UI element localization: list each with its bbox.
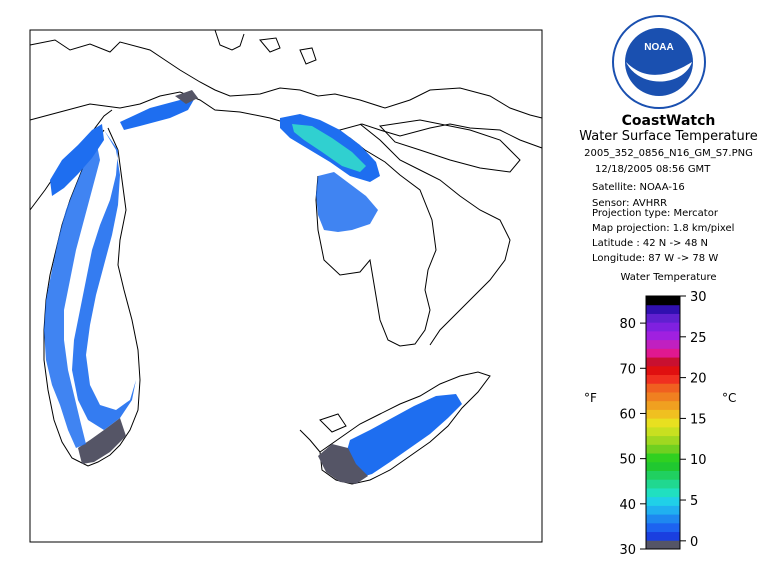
legend-color-cell: [646, 444, 680, 454]
erie-blue: [346, 394, 462, 478]
info-longitude: Longitude: 87 W -> 78 W: [592, 253, 719, 264]
legend-color-cell: [646, 531, 680, 541]
legend-tick-label-f: 70: [619, 362, 636, 377]
legend-color-cell: [646, 522, 680, 533]
legend-tick-label-c: 20: [690, 372, 707, 387]
michigan-east-band: [72, 130, 136, 430]
legend-color-cell: [646, 313, 680, 323]
legend-unit-c: °C: [722, 391, 736, 405]
legend-color-cell: [646, 400, 680, 410]
legend-title: Water Temperature: [620, 272, 717, 283]
legend-color-cell: [646, 470, 680, 480]
lake-superior-shore: [29, 39, 543, 119]
legend-unit-f: °F: [584, 391, 597, 405]
superior-islands: [214, 29, 317, 65]
noaa-logo-text: NOAA: [644, 42, 673, 53]
lake-michigan-east: [79, 127, 141, 467]
info-sensor: Sensor: AVHRR: [592, 198, 668, 209]
legend-tick-label-f: 60: [619, 407, 636, 422]
legend-color-cell: [646, 479, 680, 489]
legend-color-cell: [646, 418, 680, 428]
product-subtitle: Water Surface Temperature: [579, 129, 758, 144]
huron-north-cyan: [292, 124, 366, 172]
legend-color-cell: [646, 496, 680, 506]
legend-color-cell: [646, 365, 680, 376]
legend-color-cell: [646, 339, 680, 349]
app-title: CoastWatch: [621, 113, 716, 129]
legend-color-cell: [646, 330, 680, 341]
georgian-bay: [359, 123, 511, 346]
noaa-logo-disc: [625, 28, 693, 96]
info-date-time: 12/18/2005 08:56 GMT: [595, 164, 711, 175]
info-satellite: Satellite: NOAA-16: [592, 182, 685, 193]
legend-color-cell: [646, 374, 680, 384]
detroit-river: [299, 429, 321, 453]
noaa-logo-bird: [626, 62, 692, 82]
legend-color-cell: [646, 348, 680, 358]
noaa-logo: NOAA: [612, 15, 706, 109]
legend-tick-label-f: 50: [619, 453, 636, 468]
info-map-projection: Map projection: 1.8 km/pixel: [592, 223, 735, 234]
michigan-west-band: [44, 140, 100, 448]
green-bay-fill: [50, 124, 104, 196]
erie-west-cold: [318, 444, 368, 484]
map-frame: [29, 29, 543, 543]
legend-color-cell: [646, 409, 680, 419]
legend-tick-label-c: 10: [690, 453, 707, 468]
legend-tick-label-f: 80: [619, 317, 636, 332]
legend-tick-label-c: 25: [690, 331, 707, 346]
legend-color-cell: [646, 461, 680, 471]
legend-color-cell: [646, 426, 680, 437]
huron-mid-blue: [316, 172, 378, 232]
straits-fill: [120, 96, 196, 130]
image-filename: 2005_352_0856_N16_GM_S7.PNG: [584, 148, 753, 159]
legend-color-cell: [646, 304, 680, 314]
legend-color-cell: [646, 383, 680, 393]
info-latitude: Latitude : 42 N -> 48 N: [592, 238, 708, 249]
straits-cold: [175, 90, 198, 104]
lake-huron-west: [311, 121, 437, 347]
legend-frame: [645, 295, 681, 550]
legend-tick-label-c: 5: [690, 494, 698, 509]
legend-color-cell: [646, 357, 680, 367]
legend-tick-label-f: 40: [619, 498, 636, 513]
legend-tick-label-f: 30: [619, 543, 636, 558]
lake-st-clair: [319, 413, 347, 433]
legend-color-cell: [646, 435, 680, 445]
michigan-cold-fringe: [78, 418, 126, 464]
temperature-legend: 30 40 50 60 70 80 0 5 10 15 20 25 30 °F °C: [584, 290, 736, 558]
legend-color-cell: [646, 391, 680, 402]
manitoulin: [378, 119, 521, 173]
legend-color-cell: [646, 453, 680, 463]
legend-tick-label-c: 15: [690, 412, 707, 427]
info-projection-type: Projection type: Mercator: [592, 208, 718, 219]
legend-color-cell: [646, 540, 680, 550]
legend-tick-label-c: 0: [690, 535, 698, 550]
water-temperature-fill: [44, 90, 462, 484]
legend-color-cell: [646, 322, 680, 332]
legend-color-cell: [646, 296, 680, 306]
legend-tick-label-c: 30: [690, 290, 707, 305]
legend-color-cell: [646, 505, 680, 515]
legend-color-cell: [646, 487, 680, 498]
legend-color-cell: [646, 514, 680, 524]
